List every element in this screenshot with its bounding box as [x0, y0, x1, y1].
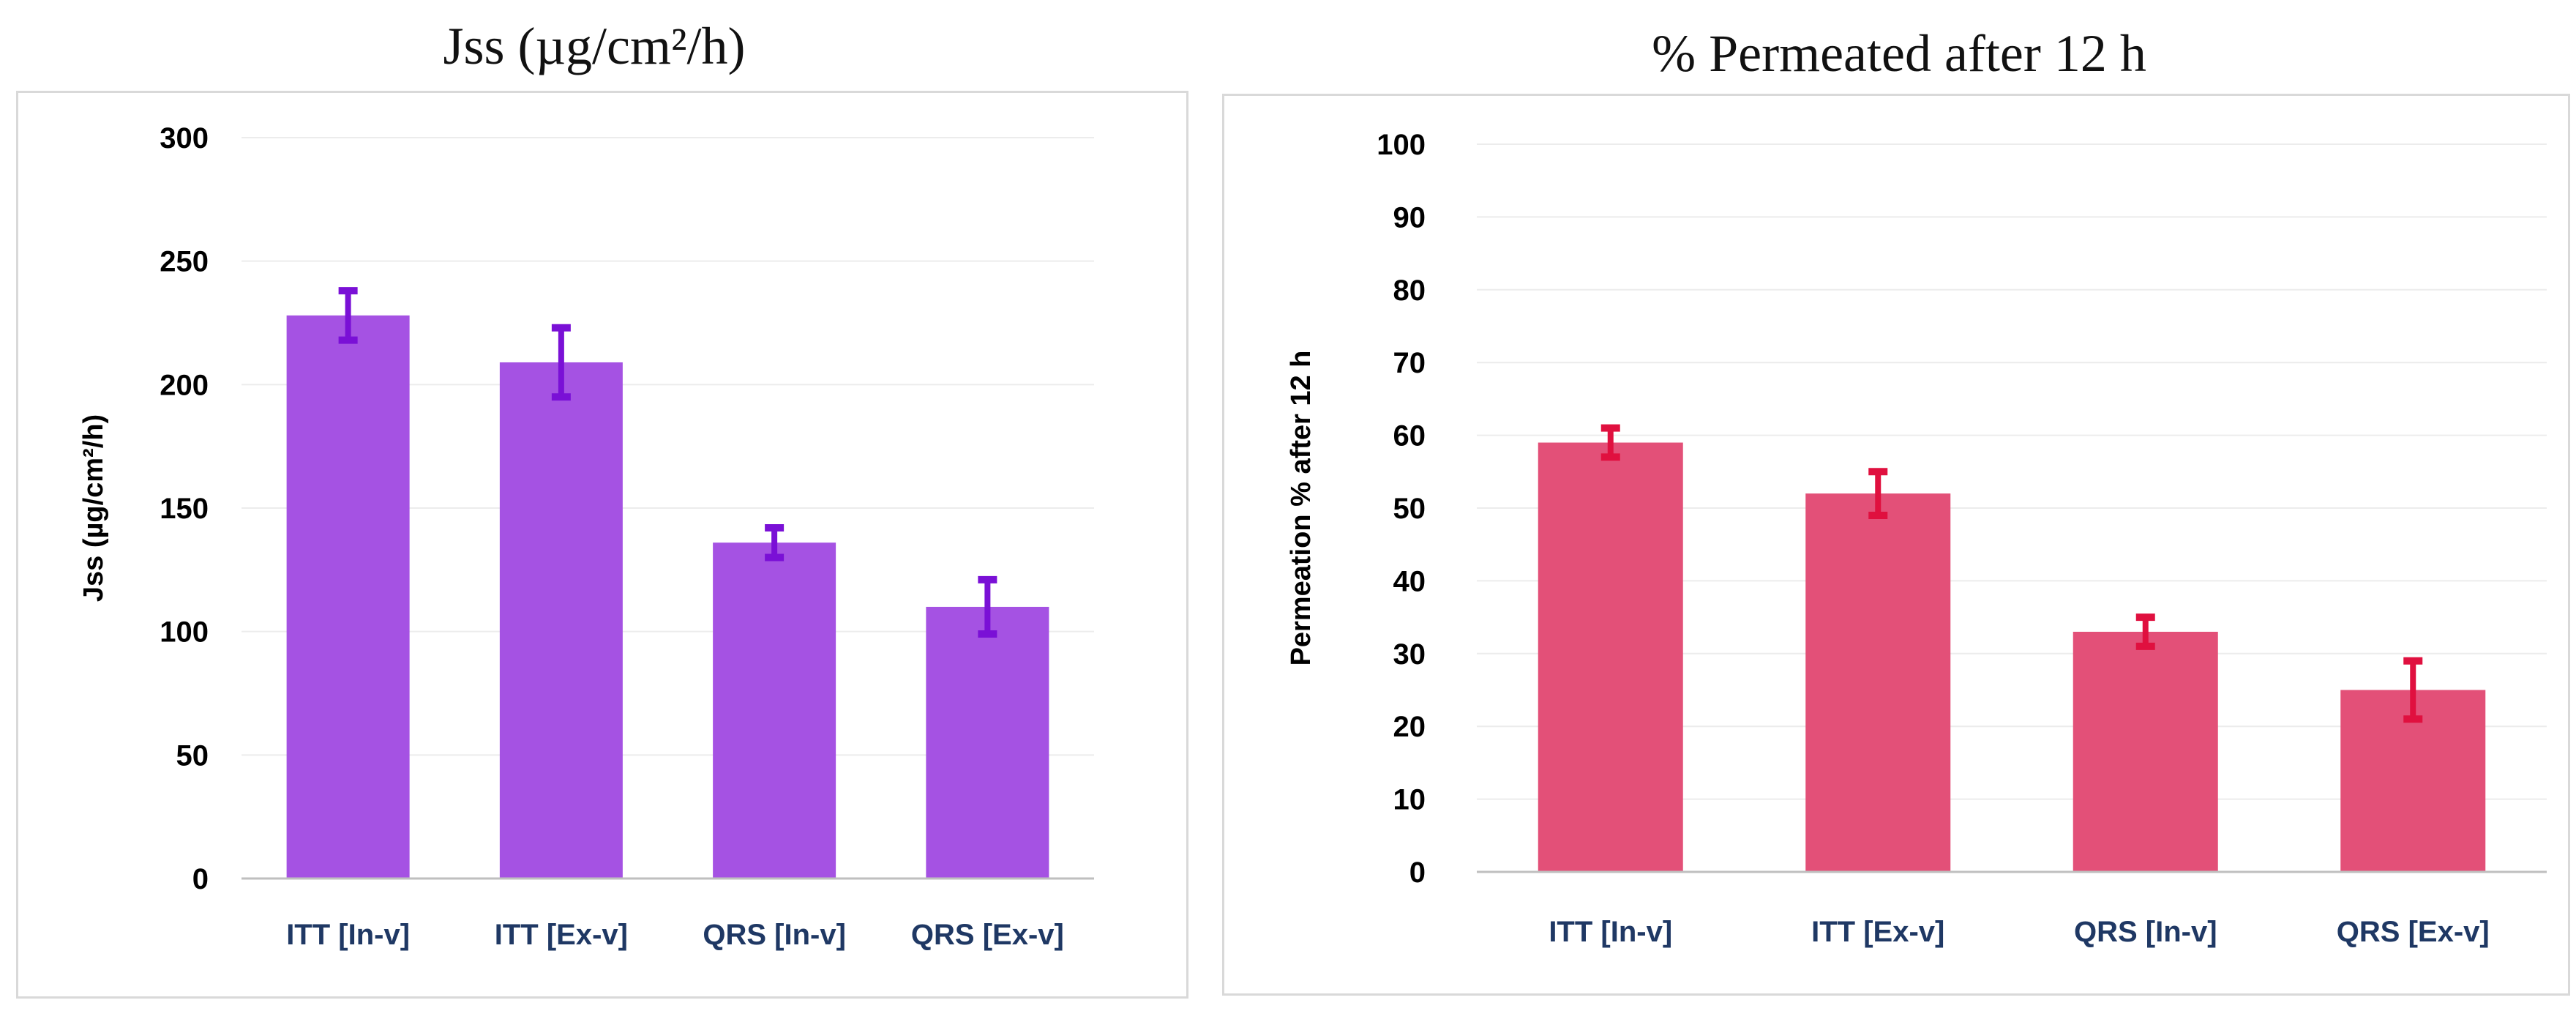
chart-1-bar — [926, 606, 1049, 878]
chart-1-x-tick-label: ITT [Ex-v] — [495, 919, 628, 951]
chart-2-x-tick-label: QRS [In-v] — [2074, 916, 2217, 948]
chart-2-x-tick-label: ITT [Ex-v] — [1811, 916, 1944, 948]
chart-2-y-tick-label: 10 — [1393, 784, 1426, 816]
chart-2-y-tick-label: 70 — [1393, 347, 1426, 379]
chart-2-y-tick-label: 0 — [1409, 857, 1426, 889]
chart-2-y-tick-label: 40 — [1393, 565, 1426, 597]
chart-2-bar — [2073, 631, 2218, 872]
chart-2-y-tick-label: 80 — [1393, 275, 1426, 307]
chart-2-y-tick-label: 90 — [1393, 201, 1426, 234]
chart-1-x-tick-label: QRS [Ex-v] — [911, 919, 1064, 951]
chart-2-title: % Permeated after 12 h — [1652, 24, 2146, 83]
chart-2-y-tick-label: 50 — [1393, 493, 1426, 525]
chart-2-y-tick-label: 30 — [1393, 638, 1426, 671]
chart-2-bar — [1805, 493, 1951, 872]
chart-1-x-tick-label: QRS [In-v] — [703, 919, 846, 951]
chart-2-x-tick-label: QRS [Ex-v] — [2337, 916, 2490, 948]
chart-1-y-tick-label: 200 — [160, 369, 209, 401]
chart-2-y-tick-label: 60 — [1393, 420, 1426, 452]
chart-2-x-tick-label: ITT [In-v] — [1549, 916, 1672, 948]
chart-1-title: Jss (µg/cm²/h) — [443, 17, 746, 75]
chart-1-bar — [286, 315, 410, 878]
chart-1-y-axis-label: Jss (µg/cm²/h) — [78, 414, 109, 602]
chart-1-y-tick-label: 50 — [176, 739, 209, 772]
chart-1-x-tick-label: ITT [In-v] — [286, 919, 410, 951]
chart-2-y-axis-label: Permeation % after 12 h — [1286, 351, 1317, 666]
chart-1-bar — [499, 362, 623, 878]
chart-2-y-tick-label: 100 — [1377, 129, 1426, 161]
chart-1-bar — [713, 542, 836, 878]
chart-1-y-tick-label: 100 — [160, 616, 209, 649]
chart-1-y-tick-label: 300 — [160, 122, 209, 154]
chart-1-y-tick-label: 0 — [192, 863, 209, 895]
chart-1-y-tick-label: 250 — [160, 246, 209, 278]
chart-2-y-tick-label: 20 — [1393, 711, 1426, 743]
chart-1-y-tick-label: 150 — [160, 493, 209, 525]
chart-2-bar — [1538, 442, 1683, 872]
